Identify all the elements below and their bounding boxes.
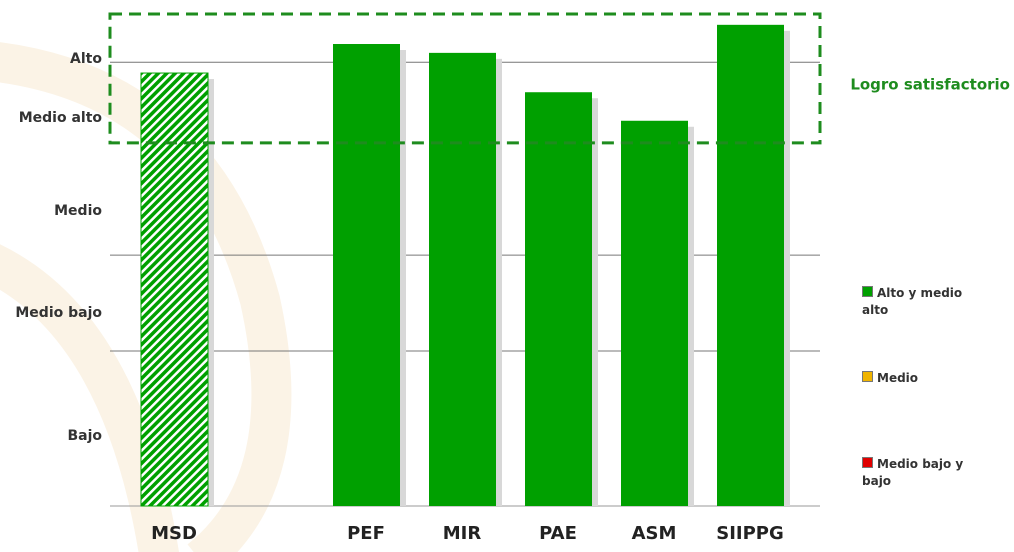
y-tick-label: Medio: [54, 203, 102, 219]
legend-swatch: [862, 286, 873, 297]
x-tick-label: PEF: [347, 523, 385, 544]
bar: [333, 44, 400, 507]
x-tick-label: SIIPPG: [716, 523, 784, 544]
legend-entry: Medio: [862, 370, 972, 387]
legend-entry: Alto y medio alto: [862, 285, 972, 319]
y-tick-label: Alto: [70, 51, 102, 67]
legend-label: Medio bajo y bajo: [862, 457, 964, 488]
legend-swatch: [862, 371, 873, 382]
legend-label: Medio: [877, 371, 919, 385]
x-tick-label: ASM: [632, 523, 677, 544]
y-tick-label: Medio bajo: [15, 305, 102, 321]
bar: [429, 52, 496, 506]
annotation: Logro satisfactorio: [850, 76, 1010, 94]
legend-entry: Medio bajo y bajo: [862, 456, 972, 490]
bar: [140, 72, 209, 507]
x-tick-label: MIR: [443, 523, 482, 544]
x-tick-label: MSD: [151, 523, 197, 544]
legend-swatch: [862, 457, 873, 468]
y-tick-label: Bajo: [67, 428, 102, 444]
legend-label: Alto y medio alto: [862, 286, 963, 317]
bar: [717, 24, 784, 506]
bar: [621, 120, 688, 506]
x-tick-label: PAE: [539, 523, 577, 544]
bar: [525, 92, 592, 506]
y-tick-label: Medio alto: [19, 110, 103, 126]
